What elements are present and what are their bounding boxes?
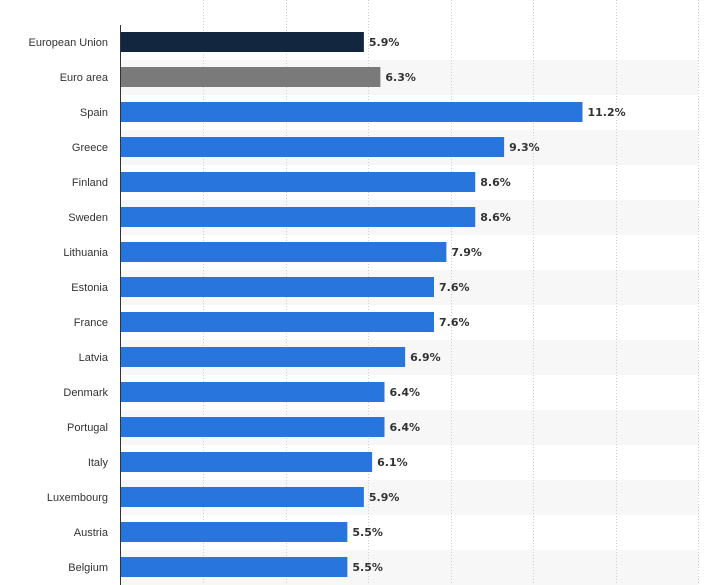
category-label: Finland <box>72 177 108 189</box>
bar[interactable] <box>121 172 476 192</box>
category-label: Latvia <box>79 352 109 364</box>
bar[interactable] <box>121 242 447 262</box>
bar[interactable] <box>121 102 583 122</box>
bar[interactable] <box>121 452 373 472</box>
value-label: 6.1% <box>377 456 408 469</box>
value-label: 8.6% <box>480 176 511 189</box>
category-label: Luxembourg <box>47 492 108 504</box>
bar[interactable] <box>121 487 364 507</box>
category-label: Greece <box>72 142 108 154</box>
bar[interactable] <box>121 382 385 402</box>
value-label: 5.5% <box>352 526 383 539</box>
value-label: 7.6% <box>439 316 470 329</box>
bar[interactable] <box>121 522 348 542</box>
bar[interactable] <box>121 207 476 227</box>
value-label: 6.3% <box>385 71 416 84</box>
value-labels: 5.9% 6.3% 11.2% 9.3% 8.6% 8.6% 7.9% 7.6% 7.6% 6.9… <box>352 36 625 574</box>
bars <box>121 32 583 577</box>
category-label: Lithuania <box>63 247 109 259</box>
category-label: Spain <box>80 107 108 119</box>
value-label: 8.6% <box>480 211 511 224</box>
bar[interactable] <box>121 417 385 437</box>
bar[interactable] <box>121 347 406 367</box>
value-label: 5.9% <box>369 36 400 49</box>
value-label: 7.9% <box>451 246 482 259</box>
category-labels: European Union Euro area Spain Greece Finlan… <box>28 37 108 574</box>
category-label: Denmark <box>63 387 108 399</box>
bar[interactable] <box>121 312 434 332</box>
category-label: Italy <box>88 457 109 469</box>
bar[interactable] <box>121 67 381 87</box>
value-label: 6.4% <box>390 386 421 399</box>
category-label: Sweden <box>68 212 108 224</box>
category-label: Portugal <box>67 422 108 434</box>
bar[interactable] <box>121 277 434 297</box>
bar[interactable] <box>121 137 505 157</box>
category-label: Euro area <box>60 72 109 84</box>
bar[interactable] <box>121 32 364 52</box>
bar[interactable] <box>121 557 348 577</box>
category-label: Austria <box>74 527 109 539</box>
value-label: 5.9% <box>369 491 400 504</box>
value-label: 11.2% <box>588 106 626 119</box>
category-label: European Union <box>28 37 108 49</box>
value-label: 9.3% <box>509 141 540 154</box>
value-label: 6.4% <box>390 421 421 434</box>
category-label: Estonia <box>71 282 109 294</box>
value-label: 7.6% <box>439 281 470 294</box>
category-label: France <box>74 317 108 329</box>
value-label: 5.5% <box>352 561 383 574</box>
category-label: Belgium <box>68 562 108 574</box>
value-label: 6.9% <box>410 351 441 364</box>
